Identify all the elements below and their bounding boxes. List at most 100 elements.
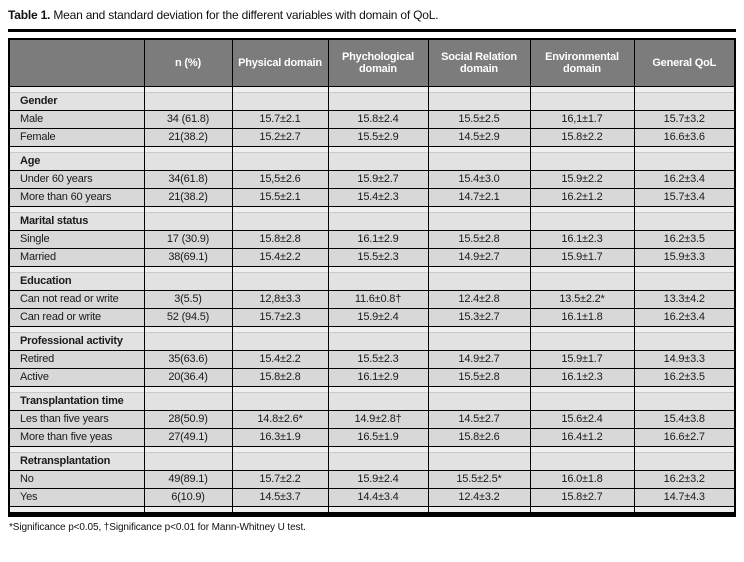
empty-cell bbox=[529, 152, 635, 171]
value-cell: 16.3±1.9 bbox=[231, 428, 329, 447]
value-cell: 14.7±2.1 bbox=[427, 188, 531, 207]
value-cell: 14.9±2.7 bbox=[427, 350, 531, 369]
row-label: Single bbox=[8, 230, 145, 249]
value-cell: 15.9±2.7 bbox=[327, 170, 429, 189]
category-row: Marital status bbox=[8, 212, 736, 231]
value-cell: 15.4±3.0 bbox=[427, 170, 531, 189]
category-row: Education bbox=[8, 272, 736, 291]
column-header-psychological: Phychological domain bbox=[327, 38, 429, 87]
table-row: Male 34 (61.8) 15.7±2.1 15.8±2.4 15.5±2.5 16,… bbox=[8, 110, 736, 129]
value-cell: 16.6±3.6 bbox=[633, 128, 736, 147]
value-cell: 16.0±1.8 bbox=[529, 470, 635, 489]
empty-cell bbox=[327, 332, 429, 351]
value-cell: 15.9±2.2 bbox=[529, 170, 635, 189]
value-cell: 6(10.9) bbox=[143, 488, 233, 507]
value-cell: 16.1±1.8 bbox=[529, 308, 635, 327]
table-title: Table 1. Mean and standard deviation for… bbox=[8, 5, 736, 29]
value-cell: 15.5±2.9 bbox=[327, 128, 429, 147]
qol-table: n (%) Physical domain Phychological doma… bbox=[8, 38, 736, 517]
value-cell: 15.4±2.2 bbox=[231, 248, 329, 267]
empty-cell bbox=[143, 332, 233, 351]
category-label: Professional activity bbox=[8, 332, 145, 351]
empty-cell bbox=[529, 452, 635, 471]
value-cell: 12,8±3.3 bbox=[231, 290, 329, 309]
empty-cell bbox=[427, 152, 531, 171]
column-header-stub bbox=[8, 38, 145, 87]
table-row: Under 60 years 34(61.8) 15,5±2.6 15.9±2.7 15… bbox=[8, 170, 736, 189]
empty-cell bbox=[633, 152, 736, 171]
row-label: Active bbox=[8, 368, 145, 387]
category-label: Age bbox=[8, 152, 145, 171]
column-header-physical: Physical domain bbox=[231, 38, 329, 87]
column-header-social: Social Relation domain bbox=[427, 38, 531, 87]
value-cell: 15.5±2.5* bbox=[427, 470, 531, 489]
empty-cell bbox=[529, 212, 635, 231]
empty-cell bbox=[633, 212, 736, 231]
value-cell: 20(36.4) bbox=[143, 368, 233, 387]
row-label: Can read or write bbox=[8, 308, 145, 327]
category-label: Gender bbox=[8, 92, 145, 111]
value-cell: 15.4±3.8 bbox=[633, 410, 736, 429]
value-cell: 16.2±3.2 bbox=[633, 470, 736, 489]
spacer-row bbox=[8, 146, 736, 153]
column-header-environmental: Environmental domain bbox=[529, 38, 635, 87]
spacer-row bbox=[8, 506, 736, 515]
value-cell: 16.2±1.2 bbox=[529, 188, 635, 207]
value-cell: 15.5±2.8 bbox=[427, 230, 531, 249]
row-label: Retired bbox=[8, 350, 145, 369]
value-cell: 16.5±1.9 bbox=[327, 428, 429, 447]
value-cell: 16.1±2.3 bbox=[529, 368, 635, 387]
value-cell: 16.1±2.9 bbox=[327, 368, 429, 387]
footnote: *Significance p<0.05, †Significance p<0.… bbox=[9, 522, 306, 533]
spacer-cell bbox=[633, 266, 736, 273]
value-cell: 14.9±3.3 bbox=[633, 350, 736, 369]
header-row: n (%) Physical domain Phychological doma… bbox=[8, 38, 736, 87]
value-cell: 21(38.2) bbox=[143, 188, 233, 207]
table-row: Active 20(36.4) 15.8±2.8 16.1±2.9 15.5±2.8 16… bbox=[8, 368, 736, 387]
value-cell: 34(61.8) bbox=[143, 170, 233, 189]
empty-cell bbox=[143, 152, 233, 171]
value-cell: 16.6±2.7 bbox=[633, 428, 736, 447]
value-cell: 12.4±2.8 bbox=[427, 290, 531, 309]
value-cell: 15.9±2.4 bbox=[327, 308, 429, 327]
category-row: Professional activity bbox=[8, 332, 736, 351]
spacer-cell bbox=[633, 146, 736, 153]
value-cell: 14.4±3.4 bbox=[327, 488, 429, 507]
empty-cell bbox=[327, 212, 429, 231]
value-cell: 52 (94.5) bbox=[143, 308, 233, 327]
row-label: Can not read or write bbox=[8, 290, 145, 309]
value-cell: 16.2±3.4 bbox=[633, 170, 736, 189]
value-cell: 15.5±2.8 bbox=[427, 368, 531, 387]
category-label: Retransplantation bbox=[8, 452, 145, 471]
value-cell: 15.8±2.8 bbox=[231, 368, 329, 387]
row-label: No bbox=[8, 470, 145, 489]
empty-cell bbox=[529, 92, 635, 111]
empty-cell bbox=[143, 392, 233, 411]
value-cell: 14.8±2.6* bbox=[231, 410, 329, 429]
spacer-cell bbox=[231, 506, 329, 515]
value-cell: 15.3±2.7 bbox=[427, 308, 531, 327]
value-cell: 15.8±2.6 bbox=[427, 428, 531, 447]
empty-cell bbox=[143, 92, 233, 111]
value-cell: 21(38.2) bbox=[143, 128, 233, 147]
table-row: Single 17 (30.9) 15.8±2.8 16.1±2.9 15.5±2.8 1… bbox=[8, 230, 736, 249]
empty-cell bbox=[231, 212, 329, 231]
value-cell: 15.5±2.1 bbox=[231, 188, 329, 207]
value-cell: 15.6±2.4 bbox=[529, 410, 635, 429]
value-cell: 15.5±2.5 bbox=[427, 110, 531, 129]
spacer-row bbox=[8, 326, 736, 333]
value-cell: 15.9±3.3 bbox=[633, 248, 736, 267]
value-cell: 16.1±2.9 bbox=[327, 230, 429, 249]
empty-cell bbox=[427, 452, 531, 471]
spacer-row bbox=[8, 386, 736, 393]
empty-cell bbox=[529, 332, 635, 351]
value-cell: 16,1±1.7 bbox=[529, 110, 635, 129]
empty-cell bbox=[427, 332, 531, 351]
column-header-n-percent: n (%) bbox=[143, 38, 233, 87]
empty-cell bbox=[327, 92, 429, 111]
empty-cell bbox=[327, 272, 429, 291]
table-row: Can read or write 52 (94.5) 15.7±2.3 15.9±2… bbox=[8, 308, 736, 327]
page: Table 1. Mean and standard deviation for… bbox=[8, 0, 736, 533]
value-cell: 14.5±2.7 bbox=[427, 410, 531, 429]
value-cell: 15.5±2.3 bbox=[327, 248, 429, 267]
